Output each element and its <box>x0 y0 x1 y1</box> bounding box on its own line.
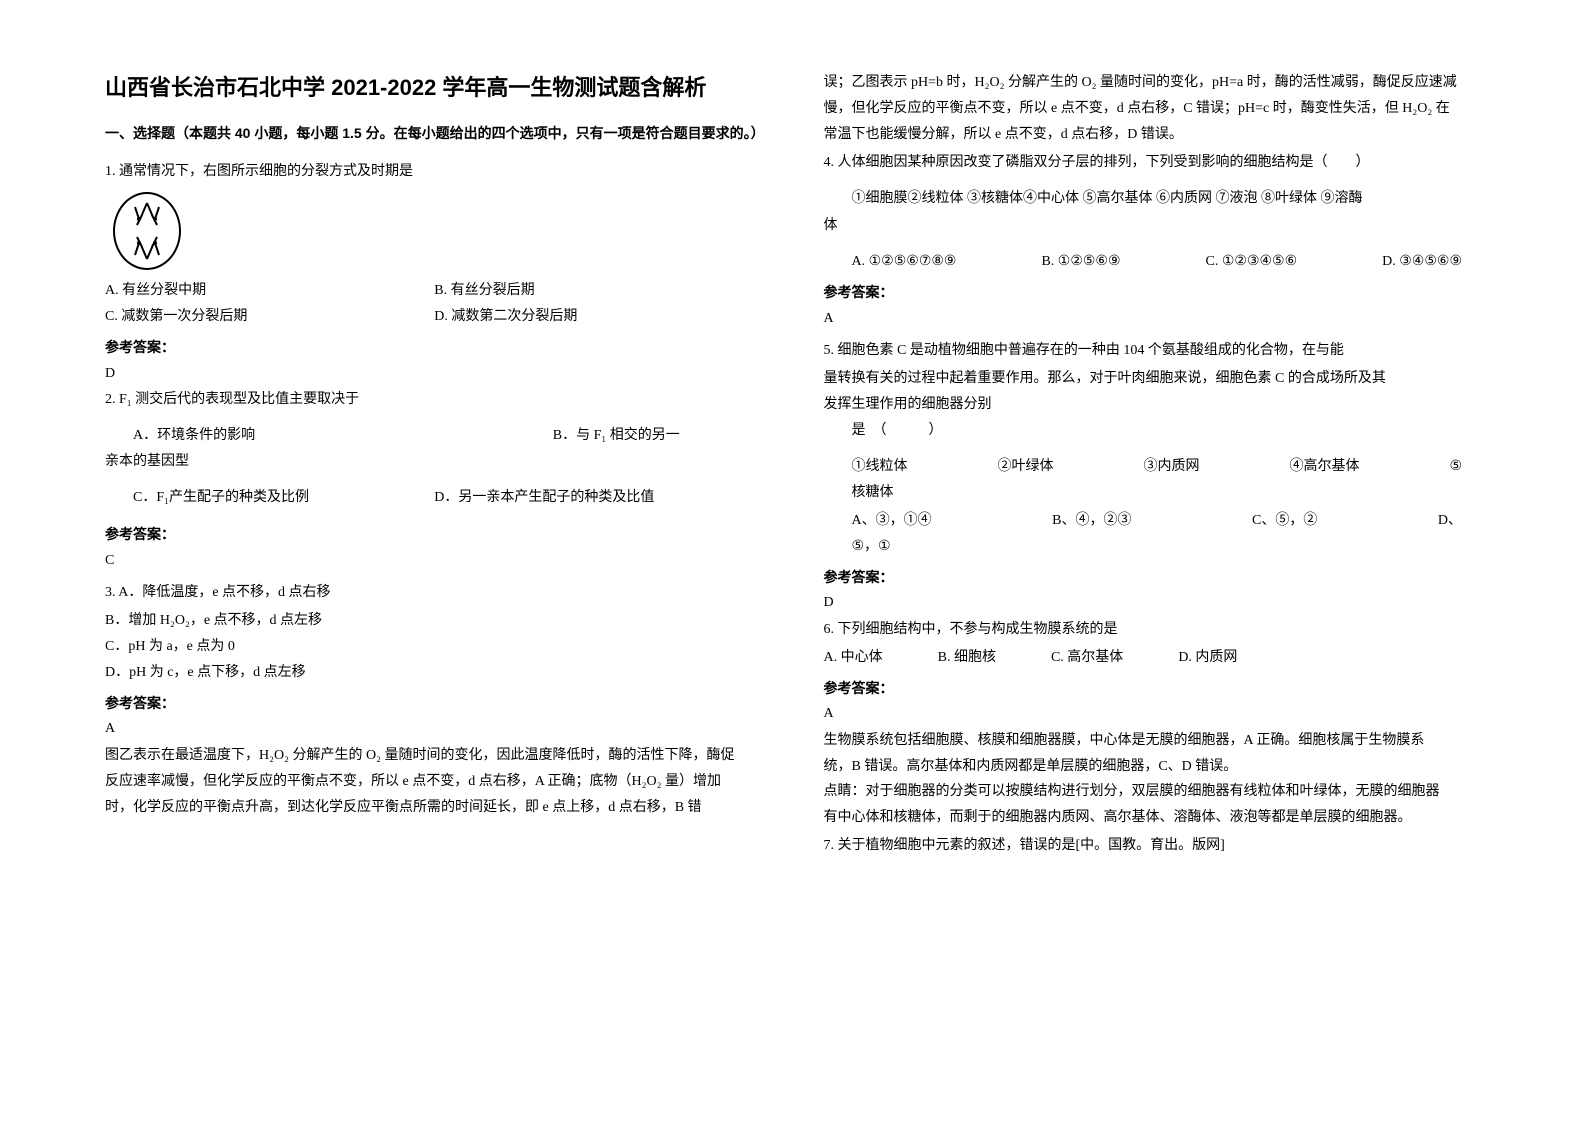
q5-answer: D <box>824 590 1483 617</box>
q1-opt-d: D. 减数第二次分裂后期 <box>434 304 763 330</box>
q6-opt-b: B. 细胞核 <box>938 645 996 671</box>
left-column: 山西省长治市石北中学 2021-2022 学年高一生物测试题含解析 一、选择题（… <box>90 70 794 1082</box>
q4-answer: A <box>824 306 1483 333</box>
q2-opt-b: B．与 F₁ 相交的另一 <box>553 423 680 449</box>
q3-exp-r3: 常温下也能缓慢分解，所以 e 点不变，d 点右移，D 错误。 <box>824 122 1483 148</box>
q5-item-5: ⑤ <box>1449 454 1462 480</box>
q5-list: ①线粒体 ②叶绿体 ③内质网 ④高尔基体 ⑤ <box>824 454 1483 480</box>
q7-stem: 7. 关于植物细胞中元素的叙述，错误的是[中。国教。育出。版网] <box>824 833 1483 859</box>
q3-line-d: D．pH 为 c，e 点下移，d 点左移 <box>105 660 764 686</box>
q6-answer: A <box>824 701 1483 728</box>
q3-line-a: 3. A．降低温度，e 点不移，d 点右移 <box>105 580 764 606</box>
q1-figure <box>113 192 181 270</box>
q5-stem-3: 发挥生理作用的细胞器分别 <box>824 392 1483 418</box>
q5-item-2: ②叶绿体 <box>997 454 1053 480</box>
q2-answer: C <box>105 548 764 575</box>
q3-exp-1: 图乙表示在最适温度下，H₂O₂ 分解产生的 O₂ 量随时间的变化，因此温度降低时… <box>105 743 764 769</box>
q6-opt-c: C. 高尔基体 <box>1051 645 1123 671</box>
section-1-head: 一、选择题（本题共 40 小题，每小题 1.5 分。在每小题给出的四个选项中，只… <box>105 120 764 147</box>
q5-item-3: ③内质网 <box>1143 454 1199 480</box>
q2-opts-row2: C．F₁产生配子的种类及比例 D．另一亲本产生配子的种类及比值 <box>105 485 764 511</box>
q5-opt-c: C、⑤，② <box>1252 508 1317 534</box>
q6-stem: 6. 下列细胞结构中，不参与构成生物膜系统的是 <box>824 617 1483 643</box>
q5-item-1: ①线粒体 <box>852 454 908 480</box>
q5-opt-a: A、③，①④ <box>852 508 932 534</box>
q6-opt-d: D. 内质网 <box>1178 645 1237 671</box>
q3-line-c: C．pH 为 a，e 点为 0 <box>105 634 764 660</box>
q3-exp-r2: 慢，但化学反应的平衡点不变，所以 e 点不变，d 点右移，C 错误；pH=c 时… <box>824 96 1483 122</box>
q5-row2: 核糖体 <box>824 480 1483 506</box>
q4-list2: 体 <box>824 213 1483 239</box>
q2-opt-c: C．F₁产生配子的种类及比例 <box>105 485 434 511</box>
q2-opt-d: D．另一亲本产生配子的种类及比值 <box>434 485 654 511</box>
q3-answer-label: 参考答案： <box>105 690 764 717</box>
q2-opts-row1: A．环境条件的影响 B．与 F₁ 相交的另一 <box>105 423 764 449</box>
q1-opt-a: A. 有丝分裂中期 <box>105 278 434 304</box>
q4-stem: 4. 人体细胞因某种原因改变了磷脂双分子层的排列，下列受到影响的细胞结构是（ ） <box>824 150 1483 176</box>
q2-answer-label: 参考答案： <box>105 521 764 548</box>
q1-opts-row1: A. 有丝分裂中期 B. 有丝分裂后期 <box>105 278 764 304</box>
q2-opt-a: A．环境条件的影响 <box>105 423 553 449</box>
q4-opt-a: A. ①②⑤⑥⑦⑧⑨ <box>852 249 957 275</box>
q1-opt-b: B. 有丝分裂后期 <box>434 278 763 304</box>
q5-stem-1: 5. 细胞色素 C 是动植物细胞中普遍存在的一种由 104 个氨基酸组成的化合物… <box>824 338 1483 364</box>
q5-opts: A、③，①④ B、④，②③ C、⑤，② D、 <box>824 508 1483 534</box>
q6-exp-1: 生物膜系统包括细胞膜、核膜和细胞器膜，中心体是无膜的细胞器，A 正确。细胞核属于… <box>824 728 1483 754</box>
doc-title: 山西省长治市石北中学 2021-2022 学年高一生物测试题含解析 <box>105 70 764 102</box>
q2-opt-b2: 亲本的基因型 <box>105 449 764 475</box>
q4-opts: A. ①②⑤⑥⑦⑧⑨ B. ①②⑤⑥⑨ C. ①②③④⑤⑥ D. ③④⑤⑥⑨ <box>824 249 1483 275</box>
q3-exp-2: 反应速率减慢，但化学反应的平衡点不变，所以 e 点不变，d 点右移，A 正确；底… <box>105 769 764 795</box>
q2-stem: 2. F₁ 测交后代的表现型及比值主要取决于 <box>105 387 764 413</box>
q6-opt-a: A. 中心体 <box>824 645 883 671</box>
q1-stem: 1. 通常情况下，右图所示细胞的分裂方式及时期是 <box>105 159 764 185</box>
cell-division-icon <box>117 197 177 265</box>
q1-opts-row2: C. 减数第一次分裂后期 D. 减数第二次分裂后期 <box>105 304 764 330</box>
q5-stem-4: 是 （ ） <box>824 418 1483 444</box>
q6-answer-label: 参考答案： <box>824 675 1483 702</box>
q4-opt-b: B. ①②⑤⑥⑨ <box>1041 249 1120 275</box>
q5-answer-label: 参考答案： <box>824 564 1483 591</box>
q3-exp-3: 时，化学反应的平衡点升高，到达化学反应平衡点所需的时间延长，即 e 点上移，d … <box>105 795 764 821</box>
q5-item-4: ④高尔基体 <box>1289 454 1359 480</box>
q3-exp-r1: 误；乙图表示 pH=b 时，H₂O₂ 分解产生的 O₂ 量随时间的变化，pH=a… <box>824 70 1483 96</box>
q4-opt-c: C. ①②③④⑤⑥ <box>1206 249 1298 275</box>
q1-answer: D <box>105 361 764 388</box>
q4-list1: ①细胞膜②线粒体 ③核糖体④中心体 ⑤高尔基体 ⑥内质网 ⑦液泡 ⑧叶绿体 ⑨溶… <box>824 186 1483 212</box>
q4-opt-d: D. ③④⑤⑥⑨ <box>1382 249 1462 275</box>
q5-opt-b: B、④，②③ <box>1052 508 1131 534</box>
q3-answer: A <box>105 716 764 743</box>
q6-exp-3: 点睛：对于细胞器的分类可以按膜结构进行划分，双层膜的细胞器有线粒体和叶绿体，无膜… <box>824 779 1483 805</box>
q6-exp-4: 有中心体和核糖体，而剩于的细胞器内质网、高尔基体、溶酶体、液泡等都是单层膜的细胞… <box>824 805 1483 831</box>
q3-line-b: B．增加 H₂O₂，e 点不移，d 点左移 <box>105 608 764 634</box>
q1-opt-c: C. 减数第一次分裂后期 <box>105 304 434 330</box>
q5-opt-d: D、 <box>1438 508 1462 534</box>
q5-opt-d2: ⑤，① <box>824 534 1483 560</box>
q1-answer-label: 参考答案： <box>105 334 764 361</box>
q6-exp-2: 统，B 错误。高尔基体和内质网都是单层膜的细胞器，C、D 错误。 <box>824 754 1483 780</box>
right-column: 误；乙图表示 pH=b 时，H₂O₂ 分解产生的 O₂ 量随时间的变化，pH=a… <box>794 70 1498 1082</box>
q4-answer-label: 参考答案： <box>824 279 1483 306</box>
q6-opts: A. 中心体 B. 细胞核 C. 高尔基体 D. 内质网 <box>824 645 1483 671</box>
q5-stem-2: 量转换有关的过程中起着重要作用。那么，对于叶肉细胞来说，细胞色素 C 的合成场所… <box>824 366 1483 392</box>
